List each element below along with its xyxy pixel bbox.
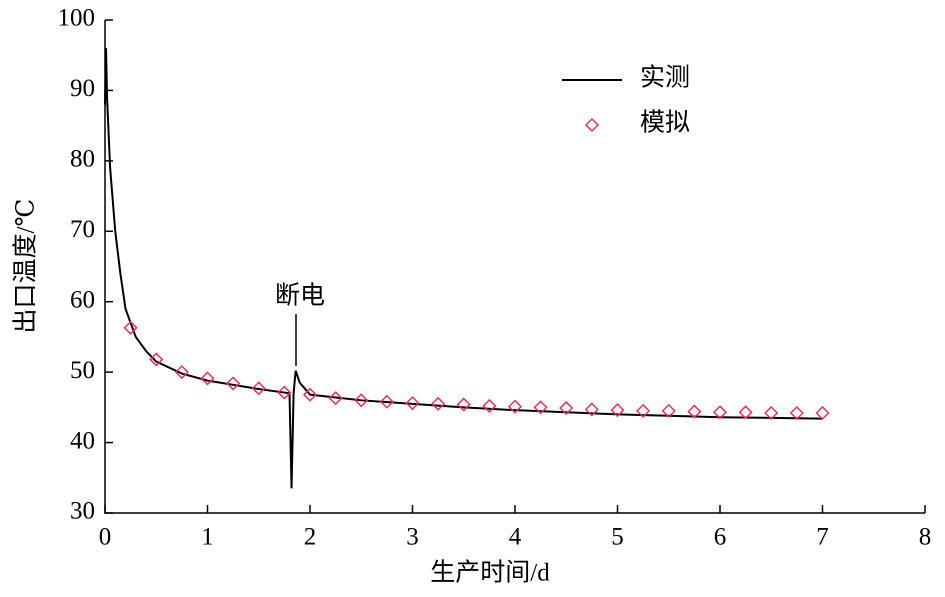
data-point [302, 387, 318, 402]
data-point [226, 376, 241, 391]
data-line [104, 48, 823, 489]
data-point [533, 400, 548, 415]
legend-swatch [584, 117, 600, 133]
x-tick-label: 6 [714, 524, 727, 551]
y-tick-label: 60 [70, 286, 95, 313]
data-point [610, 403, 625, 418]
x-tick-label: 3 [406, 524, 419, 551]
data-point [123, 320, 138, 335]
x-tick-label: 2 [304, 524, 317, 551]
data-point [764, 405, 779, 421]
y-tick-label: 100 [58, 5, 96, 32]
y-axis-label: 出口温度/℃ [12, 199, 40, 334]
data-point [482, 398, 497, 414]
y-tick-label: 30 [70, 498, 95, 525]
data-point [405, 396, 420, 411]
data-point [200, 371, 215, 386]
data-point [559, 401, 574, 416]
x-axis-label: 生产时间/d [430, 559, 550, 587]
data-point [815, 405, 830, 421]
x-tick-label: 5 [611, 524, 624, 551]
x-tick-label: 1 [201, 524, 214, 551]
legend-label: 模拟 [640, 109, 690, 137]
data-point [251, 381, 266, 396]
data-point [277, 385, 292, 400]
data-point [456, 397, 471, 412]
y-tick-label: 70 [70, 216, 95, 243]
x-tick-label: 8 [919, 524, 932, 551]
data-point [584, 402, 599, 417]
x-tick-label: 0 [99, 524, 112, 551]
data-point [661, 403, 676, 418]
y-tick-label: 90 [70, 75, 95, 102]
data-point [174, 365, 189, 380]
data-point [328, 391, 343, 406]
x-tick-label: 4 [509, 524, 522, 551]
data-point [687, 404, 702, 419]
annotation: 断电 [275, 282, 325, 310]
y-tick-label: 50 [70, 357, 95, 384]
data-point [431, 396, 446, 411]
y-tick-label: 80 [70, 146, 95, 173]
data-point [712, 405, 728, 420]
legend-label: 实测 [640, 64, 690, 92]
axes [104, 20, 925, 514]
data-point [379, 394, 394, 409]
data-point [738, 405, 753, 420]
data-point [149, 352, 164, 367]
data-point [636, 403, 651, 418]
y-tick-label: 40 [70, 427, 95, 454]
data-point [507, 399, 523, 414]
x-tick-label: 7 [816, 524, 829, 551]
data-point [789, 405, 804, 421]
data-point [354, 393, 369, 408]
